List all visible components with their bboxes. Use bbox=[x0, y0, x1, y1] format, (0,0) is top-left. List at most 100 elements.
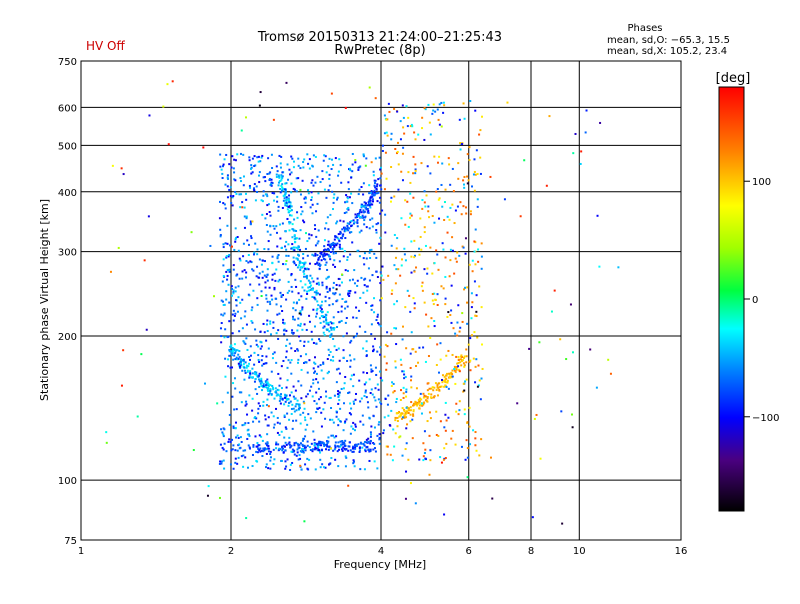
data-point bbox=[273, 423, 276, 426]
data-point bbox=[352, 400, 355, 403]
data-point bbox=[232, 358, 235, 361]
data-point bbox=[321, 178, 324, 181]
data-point bbox=[268, 211, 271, 214]
data-point bbox=[122, 173, 125, 176]
data-point bbox=[302, 265, 305, 268]
data-point bbox=[336, 220, 339, 223]
data-point bbox=[343, 444, 346, 447]
data-point bbox=[246, 413, 249, 416]
data-point bbox=[280, 184, 283, 187]
data-point bbox=[365, 438, 368, 441]
data-point bbox=[410, 401, 413, 404]
data-point bbox=[229, 195, 232, 198]
data-point bbox=[297, 444, 300, 447]
data-point bbox=[472, 429, 475, 432]
data-point bbox=[463, 117, 466, 120]
data-point bbox=[325, 321, 328, 324]
data-point bbox=[284, 396, 287, 399]
data-point bbox=[321, 300, 324, 303]
data-point bbox=[376, 183, 379, 186]
data-point bbox=[266, 329, 269, 332]
data-point bbox=[403, 373, 406, 376]
data-point bbox=[472, 173, 475, 176]
data-point bbox=[315, 342, 318, 345]
data-point bbox=[481, 343, 484, 346]
data-point bbox=[347, 188, 350, 191]
data-point bbox=[324, 313, 327, 316]
data-point bbox=[390, 166, 393, 169]
data-point bbox=[292, 419, 295, 422]
data-point bbox=[350, 225, 353, 228]
y-tick-label: 100 bbox=[58, 476, 77, 487]
data-point bbox=[255, 450, 258, 453]
data-point bbox=[245, 403, 248, 406]
data-point bbox=[373, 426, 376, 429]
data-point bbox=[322, 255, 325, 258]
data-point bbox=[263, 449, 266, 452]
data-point bbox=[545, 184, 548, 187]
data-point bbox=[415, 365, 418, 368]
data-point bbox=[293, 160, 296, 163]
data-point bbox=[316, 202, 319, 205]
data-point bbox=[386, 331, 389, 334]
data-point bbox=[394, 432, 397, 435]
data-point bbox=[322, 363, 325, 366]
data-point bbox=[360, 229, 363, 232]
data-point bbox=[317, 381, 320, 384]
data-point bbox=[366, 289, 369, 292]
data-point bbox=[318, 283, 321, 286]
data-point bbox=[320, 449, 323, 452]
data-point bbox=[346, 256, 349, 259]
data-point bbox=[296, 216, 299, 219]
data-point bbox=[403, 416, 406, 419]
data-point bbox=[291, 236, 294, 239]
data-point bbox=[340, 237, 343, 240]
data-point bbox=[461, 320, 464, 323]
data-point bbox=[322, 408, 325, 411]
data-point bbox=[411, 418, 414, 421]
data-point bbox=[330, 168, 333, 171]
data-point bbox=[327, 448, 330, 451]
data-point bbox=[292, 395, 295, 398]
data-point bbox=[233, 314, 236, 317]
x-tick-label: 1 bbox=[78, 546, 84, 557]
data-point bbox=[410, 240, 413, 243]
data-point bbox=[469, 337, 472, 340]
data-point bbox=[281, 449, 284, 452]
data-point bbox=[285, 182, 288, 185]
data-point bbox=[387, 274, 390, 277]
data-point bbox=[244, 361, 247, 364]
data-point bbox=[421, 127, 424, 130]
data-point bbox=[297, 324, 300, 327]
data-point bbox=[402, 146, 405, 149]
data-point bbox=[285, 298, 288, 301]
data-point bbox=[241, 298, 244, 301]
data-point bbox=[336, 326, 339, 329]
data-point bbox=[373, 443, 376, 446]
data-point bbox=[299, 464, 302, 467]
data-point bbox=[345, 418, 348, 421]
data-point bbox=[292, 385, 295, 388]
data-point bbox=[299, 422, 302, 425]
data-point bbox=[309, 449, 312, 452]
data-point bbox=[368, 184, 371, 187]
data-point bbox=[402, 325, 405, 328]
data-point bbox=[317, 387, 320, 390]
data-point bbox=[471, 301, 474, 304]
data-point bbox=[311, 448, 314, 451]
data-point bbox=[285, 443, 288, 446]
data-point bbox=[323, 325, 326, 328]
data-point bbox=[413, 131, 416, 134]
data-point bbox=[329, 418, 332, 421]
data-point bbox=[377, 191, 380, 194]
data-point bbox=[401, 370, 404, 373]
data-point bbox=[402, 392, 405, 395]
data-point bbox=[297, 292, 300, 295]
data-point bbox=[288, 289, 291, 292]
data-point bbox=[281, 222, 284, 225]
data-point bbox=[267, 405, 270, 408]
data-point bbox=[395, 343, 398, 346]
data-point bbox=[292, 248, 295, 251]
data-point bbox=[328, 354, 331, 357]
data-point bbox=[303, 446, 306, 449]
